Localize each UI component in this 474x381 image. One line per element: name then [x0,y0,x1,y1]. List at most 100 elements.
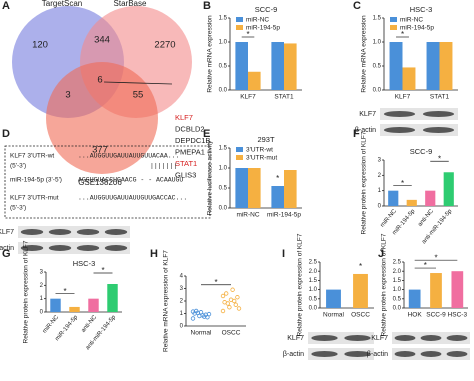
panel-letter: D [2,128,10,140]
sig-star: * [63,287,66,296]
point [220,293,226,299]
legend-label: 3'UTR-wt [246,147,273,154]
bar [425,190,436,206]
point [190,309,196,314]
bar [406,199,417,206]
bar [439,42,453,90]
gene-name: DEPDC1B [175,136,210,145]
y-tick-label: 2.5 [309,260,318,266]
blot-band [104,245,128,251]
y-tick-label: 2.5 [393,260,402,266]
y-axis-label: Relative protein expression of KLF7 [23,240,30,343]
blot-band [446,351,468,357]
legend-swatch [390,25,397,30]
y-tick-label: 2 [180,299,184,305]
x-tick-label: anti-NC [81,314,99,334]
y-tick-label: 1.0 [373,40,382,46]
y-tick-label: 1 [40,296,44,302]
blot-band [311,351,338,357]
blot-band [76,229,100,235]
legend-swatch [236,25,243,30]
y-tick-label: 1.5 [219,16,228,22]
bar [388,190,399,206]
gene-name: PMEPA1 [175,147,205,156]
x-tick-label: anti-NC [417,208,435,228]
bar [88,298,99,312]
x-tick-label: OSCC [351,312,370,319]
venn-count: 55 [133,90,144,101]
point [190,316,196,321]
y-axis-label: Relative mRNA expression [207,15,214,93]
sequence-box [4,145,211,219]
seq-label: (5'-3') [10,205,26,212]
y-tick-label: 0 [180,324,184,330]
y-tick-label: 1.5 [219,146,228,152]
point [220,308,226,314]
legend-swatch [236,17,243,22]
blot-label: KLF7 [371,335,388,342]
legend-swatch [236,155,243,160]
venn-count: 2270 [154,40,175,51]
gene-name: DCBLD2 [175,124,205,133]
bar [69,306,80,312]
y-tick-label: 3 [180,286,184,292]
point [206,311,212,317]
y-tick-label: 1.0 [309,287,318,293]
legend-label: miR-194-5p [400,25,434,32]
y-tick-label: 2.0 [393,269,402,275]
venn-count: 120 [32,40,48,51]
bar [235,42,248,90]
bar [408,289,421,308]
seq-label: KLF7 3'UTR-wt [10,153,54,160]
legend-label: miR-NC [246,17,269,24]
venn-circle [46,62,158,174]
y-tick-label: 0.0 [219,206,228,212]
y-tick-label: 0 [40,310,44,316]
x-tick-label: STAT1 [274,94,294,101]
bar [271,42,284,90]
point [231,298,237,304]
point [230,287,235,292]
sig-star: * [101,266,104,275]
y-tick-label: 1.5 [373,16,382,22]
y-axis-label: Relative mRNA expression [361,15,368,93]
venn-count: 377 [92,145,108,156]
x-tick-label: miR-194-5p [267,212,301,219]
point [201,314,207,319]
bar [451,271,464,308]
bar [430,273,442,308]
x-tick-label: miR-NC [42,314,61,335]
sig-star: * [434,253,437,262]
blot-band [344,335,371,341]
venn-set-label: GSE138206 [78,178,122,187]
point [235,295,240,300]
blot-label: β-actin [355,127,376,134]
legend-label: miR-194-5p [246,25,280,32]
panel-letter: J [378,248,384,260]
point [195,310,200,316]
blot-label: KLF7 [287,335,304,342]
bar [248,168,261,208]
blot-band [446,335,468,341]
y-tick-label: 0.5 [219,64,228,70]
bar [284,43,297,90]
blot-label: β-actin [283,351,304,358]
point [225,301,230,306]
chart-title: HSC-3 [73,259,96,268]
bar [326,289,341,308]
blot-band [394,335,416,341]
y-tick-label: 0 [378,204,382,210]
seq-label: KLF7 3'UTR-mut [10,195,59,202]
blot-band [48,229,72,235]
bar [248,71,261,90]
x-tick-label: KLF7 [395,94,411,101]
bar [353,273,368,308]
y-tick-label: 3 [378,158,382,164]
sig-star: * [401,30,404,39]
blot-band [383,127,416,133]
y-tick-label: 0.0 [219,88,228,94]
blot-band [48,245,72,251]
sig-star: * [276,174,279,183]
